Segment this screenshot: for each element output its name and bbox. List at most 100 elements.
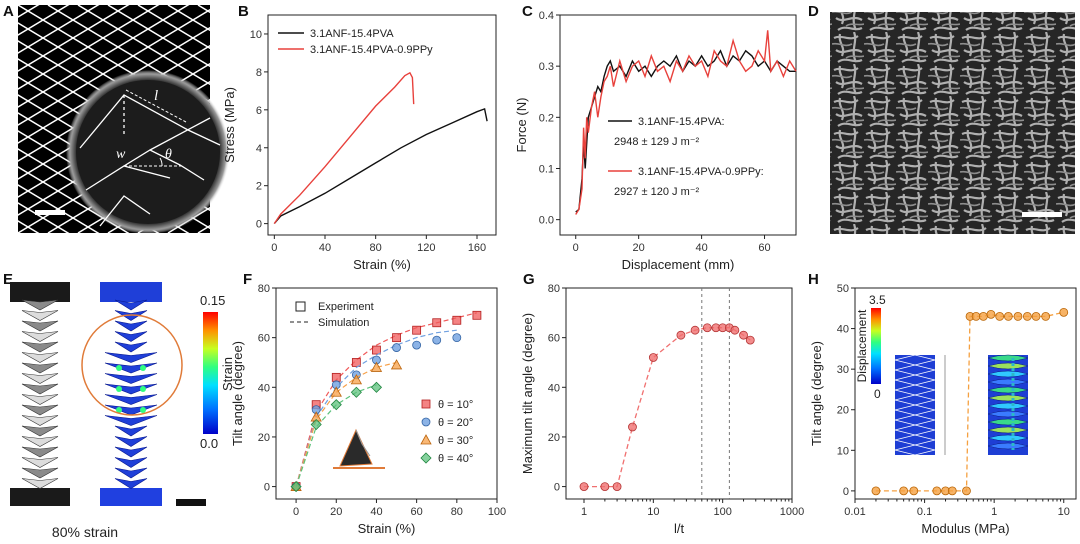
- legend-label: θ = 20°: [438, 417, 473, 429]
- strain-hotspot: [140, 386, 146, 392]
- inset-cell: [987, 434, 1029, 442]
- x-tick-label: 10: [647, 506, 659, 518]
- data-point: [390, 359, 403, 370]
- legend-label-experiment: Experiment: [318, 301, 374, 313]
- label-w: w: [116, 147, 126, 162]
- y-tick-label: 0.0: [539, 215, 554, 227]
- chain-cell-colored: [114, 467, 148, 479]
- data-point: [995, 312, 1005, 321]
- x-tick-label: 0: [293, 506, 299, 518]
- chart-b: 0 40 80 120 160 0 2 4 6 8 10 Strain (%) Stress (MPa)…: [222, 14, 497, 272]
- data-point: [648, 353, 658, 362]
- inset-line: [894, 354, 936, 361]
- x-tick-label: 120: [417, 242, 435, 254]
- x-axis-label: Strain (%): [358, 521, 416, 536]
- data-point: [676, 330, 686, 340]
- data-point: [1022, 312, 1032, 321]
- inset-cell: [987, 354, 1029, 362]
- annotation-value: 2948 ± 129 J m⁻²: [614, 136, 700, 148]
- data-point: [432, 335, 442, 345]
- inset-cell: [987, 370, 1029, 378]
- data-point: [331, 372, 341, 382]
- x-axis-label: Displacement (mm): [622, 257, 735, 272]
- label-theta: θ: [165, 147, 172, 162]
- caption-80-strain: 80% strain: [52, 524, 118, 540]
- panel-label-d: D: [808, 3, 819, 20]
- chain-cell: [21, 320, 59, 332]
- lattice-line: [18, 5, 160, 90]
- data-point: [899, 486, 909, 496]
- inset-line: [894, 414, 936, 421]
- inset-cell: [987, 402, 1029, 410]
- y-tick-label: 80: [548, 283, 560, 295]
- chain-cell: [21, 383, 59, 395]
- data-point: [370, 361, 383, 372]
- panel-a-photo: l w θ: [18, 5, 230, 234]
- y-tick-label: 0: [264, 482, 270, 494]
- chain-cell: [21, 446, 59, 458]
- y-tick-label: 30: [837, 364, 849, 376]
- x-tick-label: 0.01: [844, 506, 865, 518]
- panel-label-g: G: [523, 271, 535, 288]
- panel-d-sem-image: [830, 12, 1075, 234]
- y-tick-label: 6: [256, 105, 262, 117]
- y-tick-label: 60: [548, 333, 560, 345]
- data-point: [871, 486, 881, 496]
- x-axis-label: l/t: [674, 521, 685, 536]
- data-point: [290, 481, 302, 493]
- chain-cell-colored: [114, 320, 148, 332]
- chain-cell: [21, 394, 59, 405]
- chain-cell: [21, 478, 59, 489]
- data-point: [350, 374, 363, 385]
- chart-g: 1 10 100 1000 0 20 40 60 80 l/t Maximum tilt angle…: [520, 283, 804, 536]
- x-tick-label: 100: [713, 506, 731, 518]
- inset-line: [894, 364, 936, 371]
- scale-bar-a: [35, 210, 65, 215]
- inset-cell: [987, 378, 1029, 386]
- legend-label: θ = 40°: [438, 453, 473, 465]
- y-tick-label: 40: [837, 324, 849, 336]
- data-point: [421, 399, 431, 409]
- data-point: [392, 343, 401, 352]
- inset-line: [894, 444, 936, 451]
- chain-cell-colored: [114, 331, 148, 342]
- y-tick-label: 40: [258, 382, 270, 394]
- inset-cell: [987, 394, 1029, 402]
- y-axis-label: Stress (MPa): [222, 87, 237, 163]
- chain-cell: [21, 362, 59, 374]
- panel-h-inset: 3.5 0 Displacement: [855, 293, 1029, 456]
- x-tick-label: 80: [370, 242, 382, 254]
- strain-hotspot: [116, 365, 122, 371]
- x-tick-label: 80: [451, 506, 463, 518]
- inset-cell: [987, 418, 1029, 426]
- lattice-line: [18, 184, 100, 233]
- inset-line: [894, 374, 936, 381]
- simulation-line: [295, 361, 397, 487]
- chart-f: 0 20 40 60 80 100 0 20 40 60 80 Strain (%) Tilt angl…: [230, 283, 506, 536]
- inset-line: [894, 449, 936, 456]
- data-point: [472, 310, 482, 320]
- chain-cell: [21, 467, 59, 479]
- strain-hotspot: [116, 386, 122, 392]
- lattice-line: [18, 5, 190, 108]
- data-point: [962, 486, 971, 496]
- y-tick-label: 0.1: [539, 163, 554, 175]
- chain-cell: [21, 415, 59, 426]
- lattice-line: [137, 5, 210, 50]
- data-point: [452, 333, 462, 343]
- inset-line: [894, 424, 936, 431]
- series-line: [273, 107, 488, 225]
- chain-cell: [21, 331, 59, 342]
- displacement-min: 0: [874, 387, 881, 401]
- strain-hotspot: [140, 407, 146, 413]
- chain-cell: [21, 457, 59, 468]
- x-tick-label: 10: [1058, 506, 1070, 518]
- chain-cell-colored: [114, 299, 148, 311]
- data-point: [412, 325, 422, 335]
- x-tick-label: 40: [370, 506, 382, 518]
- x-tick-label: 20: [330, 506, 342, 518]
- plot-frame: [559, 14, 797, 236]
- chain-cell-colored: [104, 362, 158, 374]
- x-tick-label: 0: [573, 242, 579, 254]
